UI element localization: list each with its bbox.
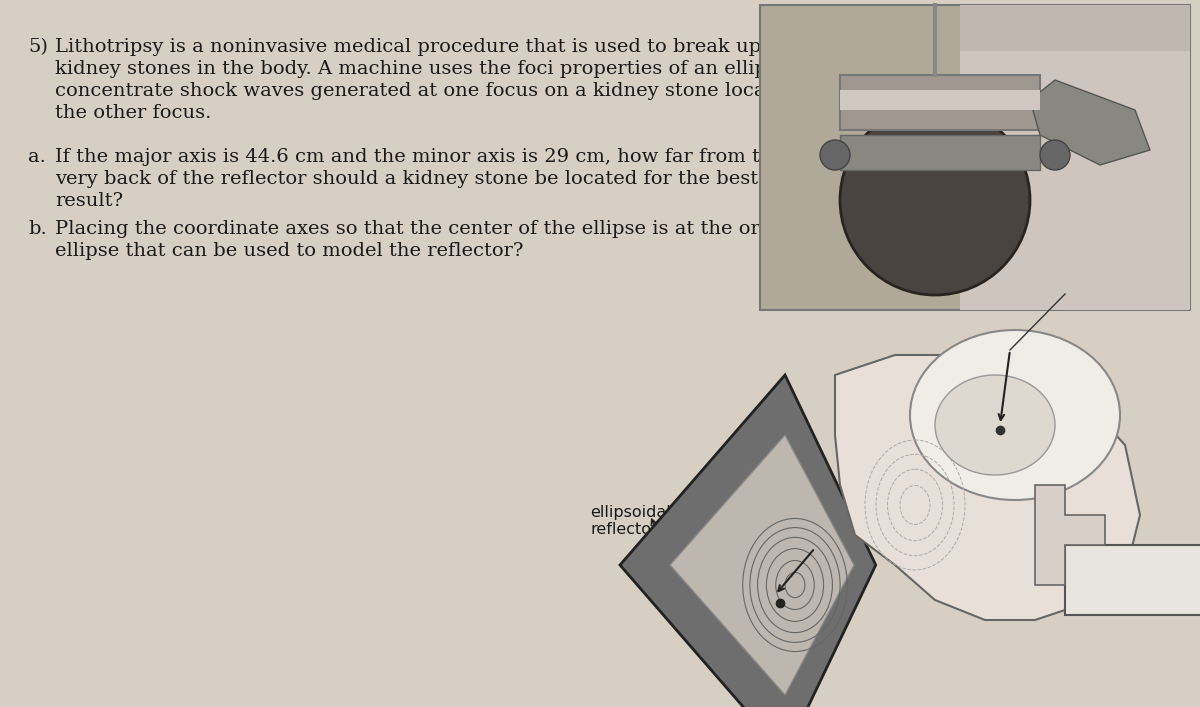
Text: If the major axis is 44.6 cm and the minor axis is 29 cm, how far from the: If the major axis is 44.6 cm and the min… — [55, 148, 784, 166]
Text: ellipsoidal: ellipsoidal — [590, 505, 671, 520]
Text: b.: b. — [28, 220, 47, 238]
Text: kidney stones in the body. A machine uses the foci properties of an ellipse to: kidney stones in the body. A machine use… — [55, 60, 815, 78]
Text: concentrate shock waves generated at one focus on a kidney stone located at: concentrate shock waves generated at one… — [55, 82, 823, 100]
Ellipse shape — [910, 330, 1120, 500]
Text: Placing the coordinate axes so that the center of the ellipse is at the origin, : Placing the coordinate axes so that the … — [55, 220, 1078, 238]
Text: 5): 5) — [28, 38, 48, 56]
Ellipse shape — [935, 375, 1055, 475]
Bar — [760, 5, 1190, 310]
Circle shape — [1040, 140, 1070, 170]
Bar — [1066, 545, 1200, 615]
Polygon shape — [670, 435, 854, 695]
Bar — [960, 5, 1190, 310]
Bar — [840, 75, 1040, 130]
Text: a.: a. — [28, 148, 46, 166]
Text: ellipse that can be used to model the reflector?: ellipse that can be used to model the re… — [55, 242, 523, 260]
Text: reflector: reflector — [590, 522, 658, 537]
Text: 2: 2 — [1154, 280, 1164, 293]
Text: kidney stone at focal point F: kidney stone at focal point F — [920, 280, 1150, 295]
Bar — [840, 90, 1040, 110]
Polygon shape — [620, 375, 876, 707]
Bar — [995, 81, 1190, 310]
Polygon shape — [835, 355, 1140, 620]
Bar — [1066, 142, 1190, 310]
Circle shape — [840, 105, 1030, 295]
Polygon shape — [1030, 80, 1150, 165]
Bar — [960, 51, 1190, 310]
Text: very back of the reflector should a kidney stone be located for the best: very back of the reflector should a kidn… — [55, 170, 758, 188]
Text: Lithotripsy is a noninvasive medical procedure that is used to break up: Lithotripsy is a noninvasive medical pro… — [55, 38, 761, 56]
Bar — [840, 135, 1040, 170]
Polygon shape — [1034, 485, 1105, 585]
Text: the other focus.: the other focus. — [55, 104, 211, 122]
Circle shape — [820, 140, 850, 170]
Text: result?: result? — [55, 192, 124, 210]
Bar — [1030, 112, 1190, 310]
